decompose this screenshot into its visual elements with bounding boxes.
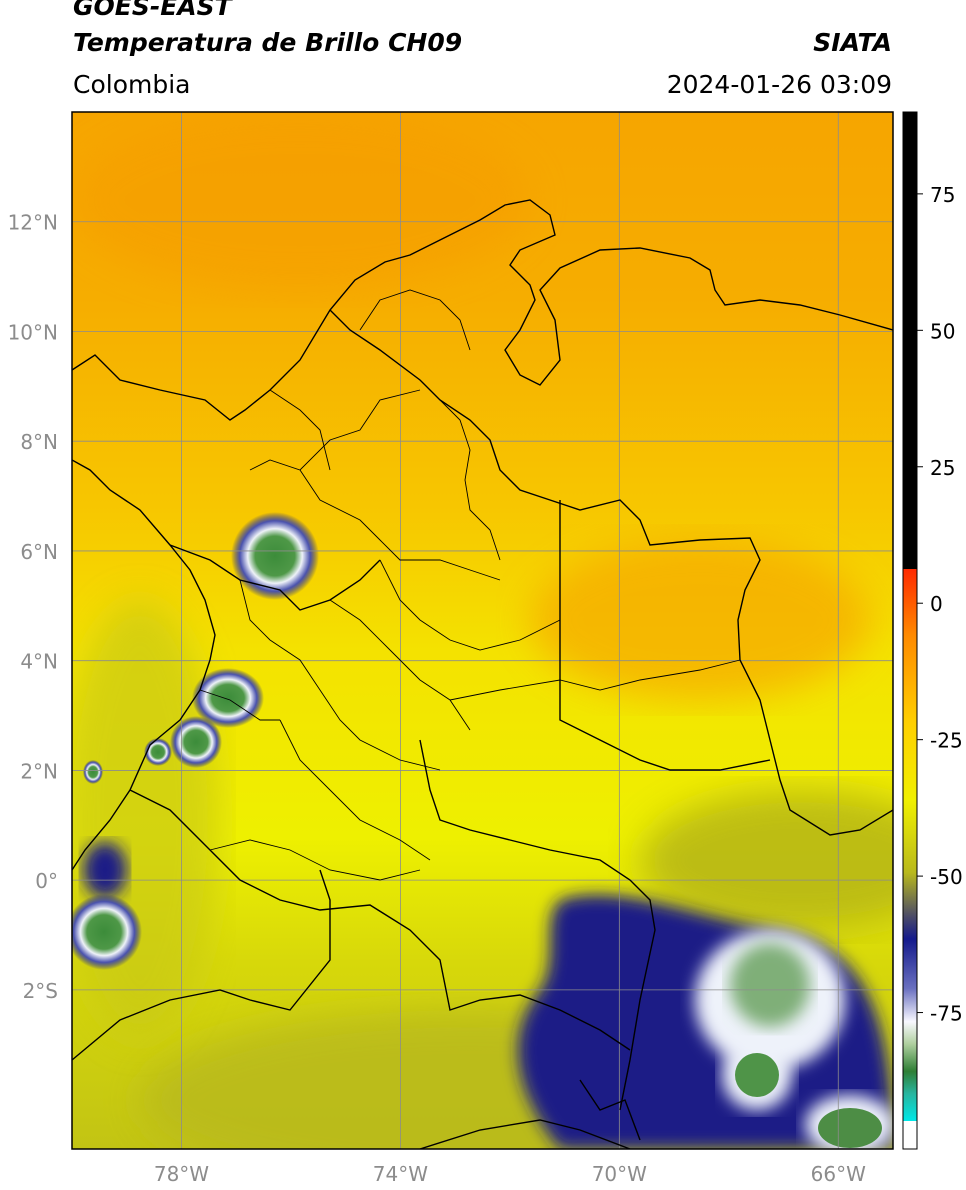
latitude-labels: 12°N 10°N 8°N 6°N 4°N 2°N 0° 2°S <box>8 211 58 1003</box>
colorbar-black-segment <box>903 112 917 569</box>
lat-tick-label: 2°N <box>20 759 58 783</box>
lat-tick-label: 2°S <box>23 979 58 1003</box>
colorbar-tick-label: -75 <box>930 1002 963 1026</box>
satellite-title: GOES-EAST <box>73 0 232 21</box>
colorbar-gradient <box>903 569 917 1121</box>
datetime-label: 2024-01-26 03:09 <box>666 70 892 99</box>
colorbar-tick-label: 25 <box>930 456 955 480</box>
region-label: Colombia <box>73 70 191 99</box>
colorbar-tick-label: -50 <box>930 865 963 889</box>
map-frame <box>71 111 894 1150</box>
lat-tick-label: 0° <box>35 869 58 893</box>
lon-tick-label: 74°W <box>373 1162 428 1186</box>
colorbar-tick-label: 50 <box>930 319 955 343</box>
convective-cell-choco <box>231 512 319 600</box>
lat-tick-label: 4°N <box>20 650 58 674</box>
colorbar-tick-label: 75 <box>930 183 955 207</box>
colorbar-tick-label: -25 <box>930 729 963 753</box>
longitude-labels: 78°W 74°W 70°W 66°W <box>154 1162 866 1186</box>
product-title: Temperatura de Brillo CH09 <box>73 28 463 57</box>
lon-tick-label: 78°W <box>154 1162 209 1186</box>
colorbar-white-segment <box>903 1121 917 1149</box>
colorbar-labels: 75 50 25 0 -25 -50 -75 <box>917 183 963 1026</box>
convective-cell-pacific <box>72 894 142 970</box>
imagery-layer <box>72 112 893 1149</box>
country-borders <box>72 199 893 1149</box>
lon-tick-label: 66°W <box>811 1162 866 1186</box>
agency-label: SIATA <box>813 28 892 57</box>
colorbar: 75 50 25 0 -25 -50 -75 <box>902 111 963 1150</box>
lat-tick-label: 8°N <box>20 430 58 454</box>
lat-tick-label: 6°N <box>20 540 58 564</box>
lat-tick-label: 10°N <box>8 320 58 344</box>
colorbar-frame <box>902 111 918 1150</box>
department-borders <box>199 289 741 881</box>
lon-tick-label: 70°W <box>592 1162 647 1186</box>
graticule <box>72 112 893 1149</box>
lat-tick-label: 12°N <box>8 211 58 235</box>
colorbar-tick-label: 0 <box>930 592 943 616</box>
